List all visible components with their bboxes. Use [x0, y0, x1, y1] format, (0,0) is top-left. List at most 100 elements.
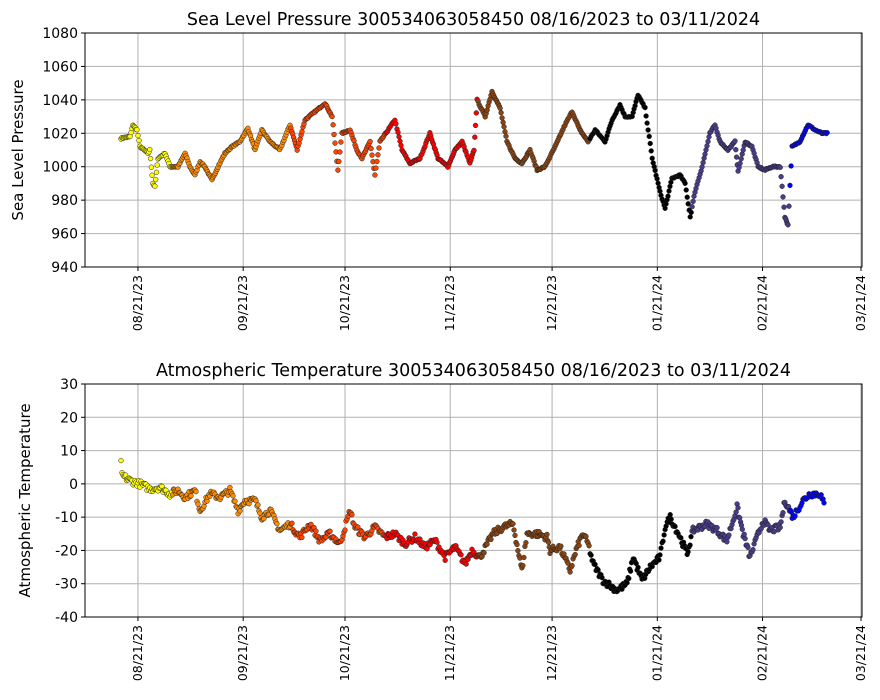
data-point: [780, 194, 786, 200]
xtick-label: 01/21/24: [649, 625, 664, 681]
data-point: [512, 532, 518, 539]
data-point: [118, 457, 124, 464]
data-point: [572, 551, 578, 558]
data-point: [299, 534, 305, 541]
data-point: [658, 545, 664, 551]
data-point: [481, 550, 487, 556]
data-point: [678, 535, 684, 541]
data-point: [777, 164, 783, 171]
data-point: [473, 110, 479, 116]
data-point: [230, 493, 236, 499]
xtick-label: 12/21/23: [544, 625, 559, 681]
data-point: [824, 130, 830, 136]
data-point: [148, 164, 155, 170]
data-point: [368, 145, 374, 152]
data-point: [685, 201, 691, 207]
data-point: [644, 120, 650, 126]
data-point: [779, 183, 785, 189]
axes-frame: [84, 383, 863, 618]
ytick-label: 0: [69, 477, 78, 493]
data-point: [785, 222, 791, 228]
data-point: [739, 526, 745, 532]
data-point: [741, 531, 747, 537]
data-point: [792, 513, 798, 519]
ytick-label: -10: [55, 510, 78, 526]
y-axis-label: Atmospheric Temperature: [16, 403, 34, 597]
pressure-chart: 940 960 980 1000 1020 1040 1060 1080 08/21/23 09/…: [9, 10, 868, 331]
data-point: [592, 561, 598, 568]
ytick-label: 10: [60, 444, 78, 460]
data-point: [626, 575, 632, 582]
data-point: [147, 146, 153, 153]
data-point: [336, 158, 342, 165]
data-point: [375, 152, 381, 158]
data-point: [253, 498, 259, 504]
data-point: [395, 129, 401, 135]
data-point: [195, 501, 201, 507]
data-point: [349, 512, 355, 518]
data-point: [583, 533, 589, 540]
data-point: [683, 187, 689, 193]
data-point: [780, 510, 786, 516]
ytick-label: 20: [60, 410, 78, 426]
data-point: [689, 204, 695, 210]
data-point: [274, 521, 280, 527]
xtick-label: 08/21/23: [130, 275, 145, 331]
chart-title: Atmospheric Temperature 300534063058450 …: [156, 361, 791, 381]
data-point: [332, 140, 338, 146]
data-point: [656, 557, 662, 563]
data-point: [227, 484, 233, 491]
data-point: [738, 156, 744, 162]
data-point: [434, 539, 440, 545]
data-point: [733, 154, 740, 160]
data-point: [136, 137, 142, 144]
data-point: [702, 151, 708, 157]
data-point: [153, 169, 160, 175]
data-point: [682, 180, 688, 186]
xtick-label: 12/21/23: [544, 275, 559, 331]
data-point: [732, 138, 738, 144]
data-point: [655, 180, 661, 186]
data-point: [700, 159, 706, 166]
data-point: [569, 563, 575, 569]
data-point: [329, 113, 335, 120]
data-point: [330, 122, 336, 128]
data-point: [786, 203, 792, 209]
data-point: [188, 493, 194, 499]
data-point: [740, 147, 746, 153]
data-point: [576, 542, 582, 549]
data-point: [667, 512, 673, 518]
data-point: [374, 158, 380, 165]
data-point: [472, 122, 479, 129]
data-point: [520, 562, 526, 569]
data-point: [502, 129, 508, 135]
data-point: [396, 134, 402, 140]
data-point: [147, 155, 154, 162]
data-point: [660, 538, 666, 544]
data-point: [134, 127, 140, 133]
data-point: [463, 561, 469, 567]
data-point: [152, 183, 158, 189]
data-point: [545, 539, 552, 545]
data-point: [523, 540, 529, 546]
data-point: [135, 132, 141, 139]
data-series: [118, 457, 827, 595]
data-point: [688, 209, 694, 216]
data-point: [154, 162, 160, 168]
data-point: [342, 527, 348, 533]
data-point: [737, 160, 743, 167]
data-point: [372, 172, 378, 178]
data-point: [647, 140, 653, 147]
data-point: [687, 214, 693, 220]
data-point: [705, 138, 711, 145]
data-point: [237, 508, 243, 514]
xtick-label: 02/21/24: [755, 625, 770, 681]
temperature-chart: -40 -30 -20 -10 0 10 20 30 08/21/23 09/21/23 10/21…: [16, 361, 868, 681]
data-point: [642, 104, 648, 111]
data-point: [643, 113, 649, 119]
data-point: [544, 531, 550, 538]
data-point: [687, 542, 693, 548]
data-point: [586, 543, 592, 549]
data-point: [442, 557, 448, 563]
data-point: [690, 198, 696, 205]
